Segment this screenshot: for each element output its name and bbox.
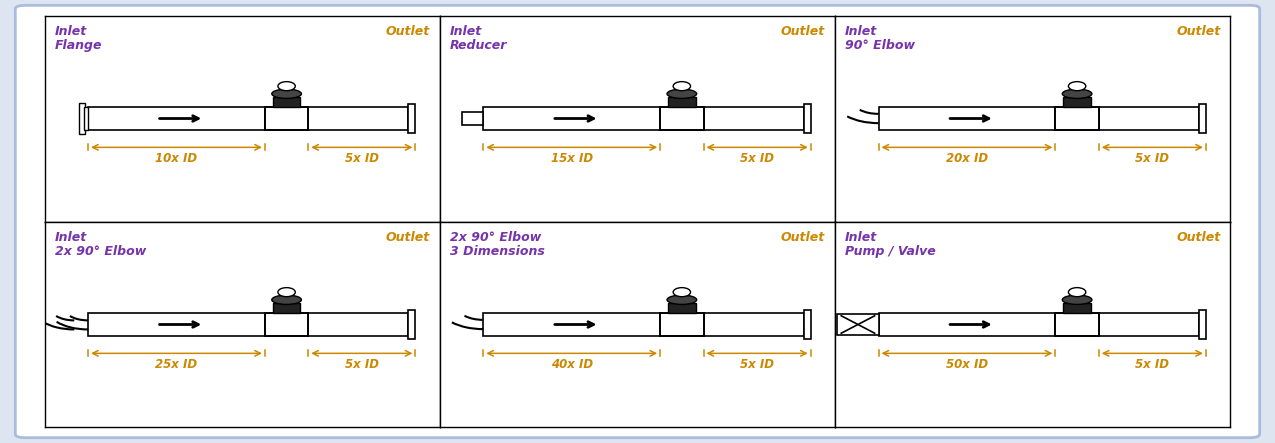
Text: 50x ID: 50x ID bbox=[946, 358, 988, 371]
Ellipse shape bbox=[1062, 89, 1091, 98]
Text: Inlet: Inlet bbox=[845, 25, 877, 38]
Text: 5x ID: 5x ID bbox=[740, 152, 774, 165]
Bar bbox=[84, 107, 88, 130]
Ellipse shape bbox=[272, 295, 301, 304]
Text: Outlet: Outlet bbox=[782, 231, 825, 244]
Bar bbox=[88, 107, 265, 130]
Text: 20x ID: 20x ID bbox=[946, 152, 988, 165]
Bar bbox=[273, 97, 301, 107]
Ellipse shape bbox=[667, 89, 696, 98]
Circle shape bbox=[673, 288, 691, 297]
Bar bbox=[309, 107, 408, 130]
Text: 5x ID: 5x ID bbox=[344, 152, 379, 165]
Text: Inlet: Inlet bbox=[845, 231, 877, 244]
FancyBboxPatch shape bbox=[15, 5, 1260, 438]
Circle shape bbox=[673, 82, 691, 91]
Bar bbox=[1099, 107, 1198, 130]
Circle shape bbox=[1068, 288, 1086, 297]
Ellipse shape bbox=[1062, 295, 1091, 304]
Text: 5x ID: 5x ID bbox=[344, 358, 379, 371]
Bar bbox=[265, 107, 309, 130]
Circle shape bbox=[278, 82, 296, 91]
Text: Inlet: Inlet bbox=[55, 231, 87, 244]
Text: Outlet: Outlet bbox=[1177, 25, 1220, 38]
Ellipse shape bbox=[667, 295, 696, 304]
Bar bbox=[1056, 107, 1099, 130]
Bar bbox=[88, 313, 265, 336]
Text: 2x 90° Elbow: 2x 90° Elbow bbox=[450, 231, 541, 244]
Text: Outlet: Outlet bbox=[1177, 231, 1220, 244]
Bar bbox=[704, 313, 803, 336]
Text: Reducer: Reducer bbox=[450, 39, 507, 52]
Text: Outlet: Outlet bbox=[782, 25, 825, 38]
Text: Inlet: Inlet bbox=[55, 25, 87, 38]
Bar bbox=[878, 107, 1056, 130]
Text: 5x ID: 5x ID bbox=[1135, 152, 1169, 165]
Bar bbox=[803, 310, 811, 339]
Text: 10x ID: 10x ID bbox=[156, 152, 198, 165]
Bar bbox=[838, 314, 878, 335]
Text: 90° Elbow: 90° Elbow bbox=[845, 39, 915, 52]
Bar bbox=[483, 313, 660, 336]
Text: 5x ID: 5x ID bbox=[740, 358, 774, 371]
Bar bbox=[408, 104, 416, 133]
Text: Flange: Flange bbox=[55, 39, 102, 52]
Bar bbox=[265, 313, 309, 336]
Bar bbox=[1063, 97, 1091, 107]
Text: 15x ID: 15x ID bbox=[551, 152, 593, 165]
Text: Inlet: Inlet bbox=[450, 25, 482, 38]
Bar bbox=[1198, 104, 1206, 133]
Text: 3 Dimensions: 3 Dimensions bbox=[450, 245, 544, 258]
Bar bbox=[1198, 310, 1206, 339]
Bar bbox=[660, 107, 704, 130]
Bar bbox=[803, 104, 811, 133]
Bar bbox=[878, 313, 1056, 336]
Bar bbox=[1056, 313, 1099, 336]
Text: 25x ID: 25x ID bbox=[156, 358, 198, 371]
Text: Outlet: Outlet bbox=[386, 25, 430, 38]
Bar bbox=[309, 313, 408, 336]
Text: Pump / Valve: Pump / Valve bbox=[845, 245, 936, 258]
Text: Outlet: Outlet bbox=[386, 231, 430, 244]
Bar bbox=[704, 107, 803, 130]
Bar bbox=[79, 103, 84, 134]
Bar bbox=[1099, 313, 1198, 336]
Bar bbox=[408, 310, 416, 339]
Bar bbox=[668, 303, 696, 313]
Bar bbox=[273, 303, 301, 313]
Text: 40x ID: 40x ID bbox=[551, 358, 593, 371]
Text: 2x 90° Elbow: 2x 90° Elbow bbox=[55, 245, 145, 258]
Bar bbox=[1063, 303, 1091, 313]
Bar bbox=[668, 97, 696, 107]
Circle shape bbox=[278, 288, 296, 297]
Bar bbox=[462, 112, 483, 125]
Circle shape bbox=[1068, 82, 1086, 91]
Bar bbox=[483, 107, 660, 130]
Ellipse shape bbox=[272, 89, 301, 98]
Text: 5x ID: 5x ID bbox=[1135, 358, 1169, 371]
Bar bbox=[660, 313, 704, 336]
